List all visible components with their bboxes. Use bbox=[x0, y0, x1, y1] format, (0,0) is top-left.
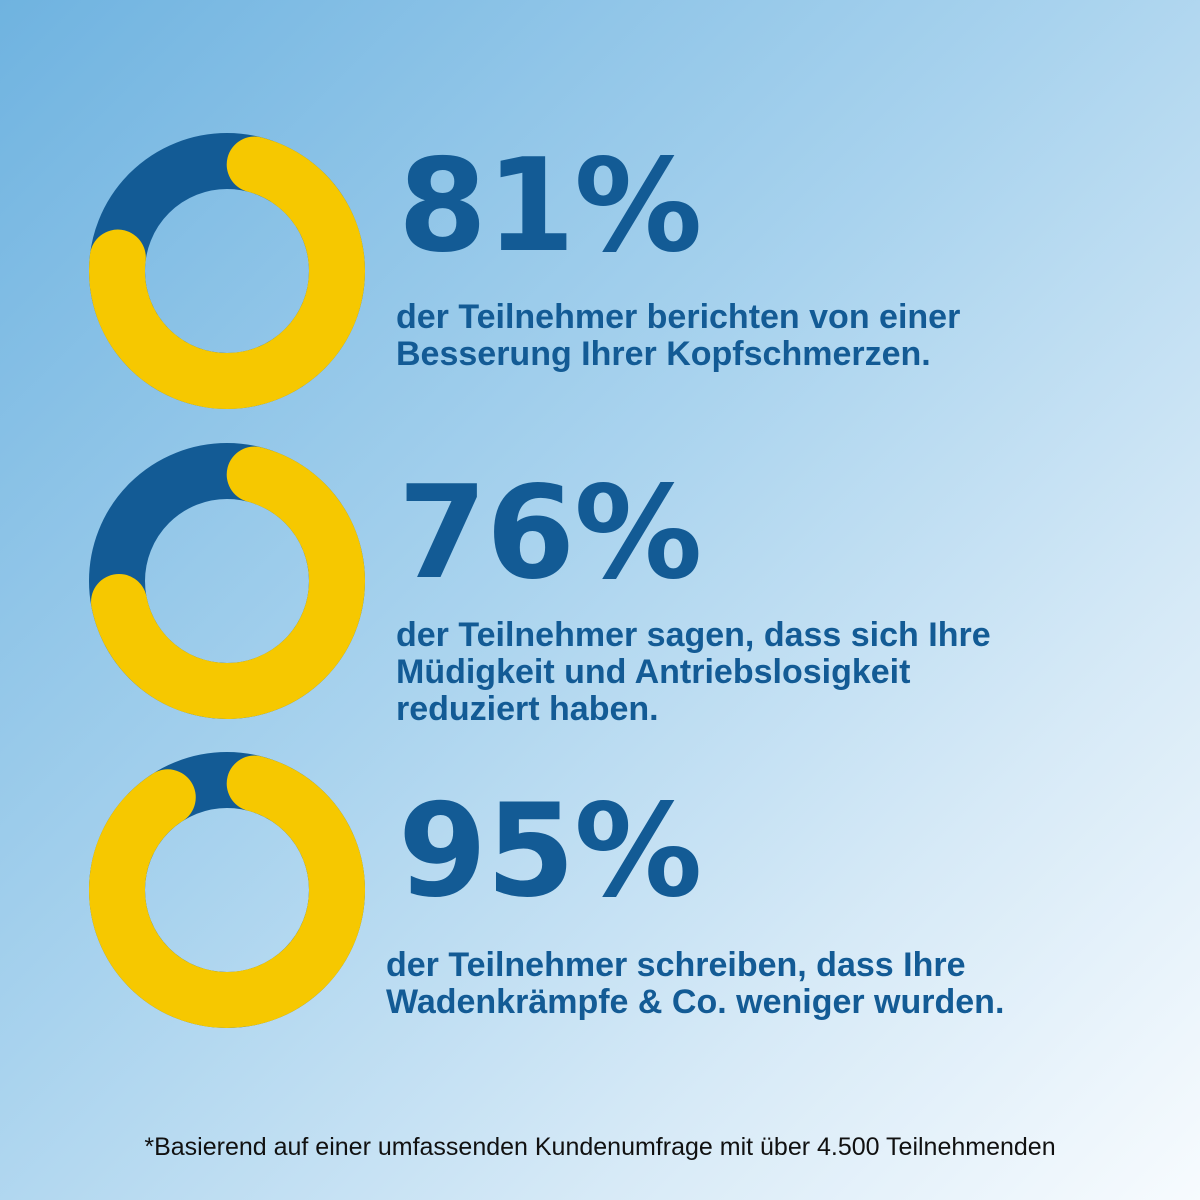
stat-description-76: der Teilnehmer sagen, dass sich Ihre Müd… bbox=[396, 617, 991, 728]
donut-chart-95 bbox=[87, 750, 367, 1030]
description-line: der Teilnehmer berichten von einer bbox=[396, 298, 961, 336]
stat-percent-76: 76% bbox=[398, 459, 702, 608]
footnote: *Basierend auf einer umfassenden Kundenu… bbox=[144, 1133, 1056, 1161]
description-line: Besserung Ihrer Kopfschmerzen. bbox=[396, 335, 931, 373]
stat-percent-95: 95% bbox=[398, 777, 702, 926]
donut-svg bbox=[89, 443, 365, 719]
donut-chart-76 bbox=[87, 441, 367, 721]
description-line: Müdigkeit und Antriebslosigkeit bbox=[396, 653, 911, 691]
donut-value-arc bbox=[89, 755, 365, 1028]
stat-description-81: der Teilnehmer berichten von einer Besse… bbox=[396, 299, 960, 373]
stat-description-95: der Teilnehmer schreiben, dass Ihre Wade… bbox=[386, 947, 1004, 1021]
donut-svg bbox=[89, 133, 365, 409]
donut-chart-81 bbox=[87, 131, 367, 411]
stat-percent-81: 81% bbox=[398, 132, 702, 281]
description-line: reduziert haben. bbox=[396, 690, 659, 728]
description-line: Wadenkrämpfe & Co. weniger wurden. bbox=[386, 983, 1005, 1021]
description-line: der Teilnehmer sagen, dass sich Ihre bbox=[396, 616, 991, 654]
description-line: der Teilnehmer schreiben, dass Ihre bbox=[386, 946, 966, 984]
donut-value-arc bbox=[89, 136, 365, 409]
donut-value-arc bbox=[91, 446, 365, 719]
donut-svg bbox=[89, 752, 365, 1028]
